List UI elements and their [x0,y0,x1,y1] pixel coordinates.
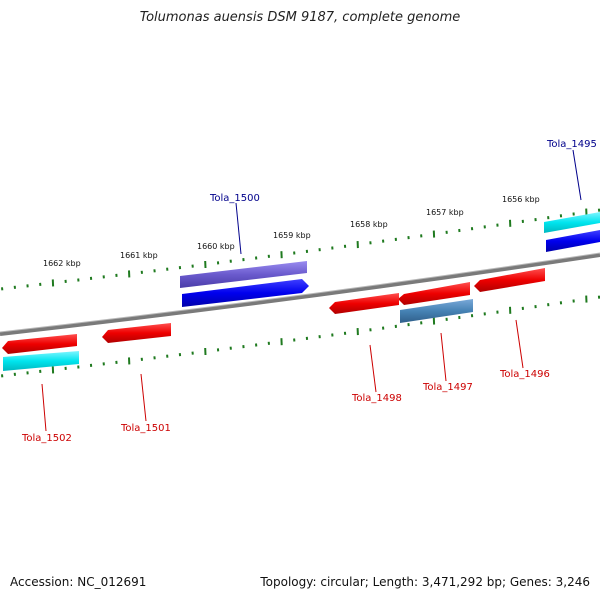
tick-label: 1656 kbp [502,195,540,204]
forward-tick-track [1,208,600,291]
accession-text: Accession: NC_012691 [10,575,147,589]
gene-feature-tola-1501[interactable] [102,323,171,343]
gene-label[interactable]: Tola_1498 [351,393,402,404]
map-title: Tolumonas auensis DSM 9187, complete gen… [139,10,461,25]
tick-label: 1657 kbp [426,208,464,217]
gene-feature-tola-1500[interactable] [180,261,309,307]
gene-label[interactable]: Tola_1495 [546,139,597,150]
gene-feature-tola-1496[interactable] [474,268,545,292]
gene-label[interactable]: Tola_1502 [21,433,72,444]
gene-feature-tola-1497[interactable] [398,282,473,323]
tick-label: 1662 kbp [43,259,81,268]
genome-backbone [0,253,600,336]
gene-feature-tola-1495[interactable] [544,212,600,252]
tick-label: 1661 kbp [120,251,158,260]
tick-label: 1658 kbp [350,220,388,229]
gene-label[interactable]: Tola_1496 [499,369,550,380]
tick-label: 1660 kbp [197,242,235,251]
gene-feature-tola-1498[interactable] [329,293,399,314]
gene-label[interactable]: Tola_1500 [209,193,260,204]
tick-label: 1659 kbp [273,231,311,240]
gene-label[interactable]: Tola_1501 [120,423,171,434]
reverse-tick-track [1,295,600,378]
gene-feature-tola-1502[interactable] [2,334,79,371]
gene-label[interactable]: Tola_1497 [422,382,473,393]
genome-stats-text: Topology: circular; Length: 3,471,292 bp… [260,575,590,589]
